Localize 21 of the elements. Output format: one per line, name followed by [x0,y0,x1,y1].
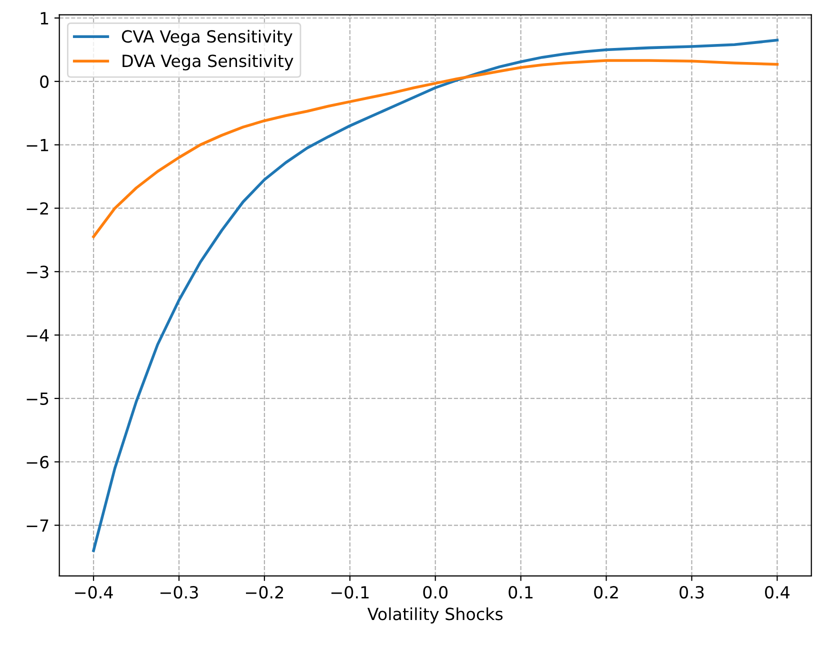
x-tick-label: 0.4 [765,586,790,599]
legend-label: DVA Vega Sensitivity [122,54,294,70]
y-tick-label: −1 [26,139,48,152]
y-tick-label: 0 [40,75,49,88]
y-tick-label: −2 [26,202,48,215]
x-tick-label: −0.4 [75,586,113,599]
x-tick-label: 0.1 [508,586,533,599]
y-tick-label: −4 [26,329,49,342]
legend-label: CVA Vega Sensitivity [122,30,292,46]
x-axis-title: Volatility Shocks [367,607,503,624]
y-tick-label: −6 [26,456,49,468]
y-tick-label: −7 [26,519,48,532]
x-tick-label: 0.0 [423,586,448,599]
x-tick-label: 0.3 [680,586,704,599]
x-tick-label: 0.2 [594,586,618,599]
y-tick-label: 1 [40,12,48,24]
x-tick-label: −0.2 [246,586,284,599]
y-tick-label: −5 [26,392,48,406]
x-tick-label: −0.1 [331,586,369,599]
x-tick-label: −0.3 [160,586,198,599]
y-tick-label: −3 [26,266,48,278]
